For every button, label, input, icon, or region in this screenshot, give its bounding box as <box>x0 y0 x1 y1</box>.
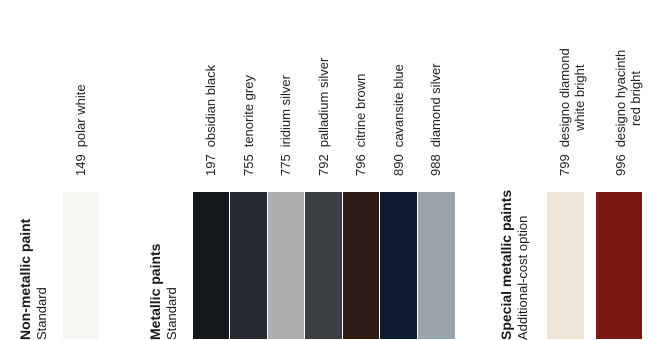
paint-name: tenorite grey <box>241 75 256 148</box>
paint-name-line1: designo hyacinth <box>613 49 628 148</box>
paint-label: 755 tenorite grey <box>241 75 256 176</box>
paint-label: 799 designo diamond white bright <box>557 48 587 176</box>
paint-label: 988 diamond silver <box>428 63 443 176</box>
paint-name: polar white <box>73 84 88 148</box>
paint-label: 792 palladium silver <box>316 58 331 176</box>
swatch-palladium-silver <box>305 192 342 339</box>
swatch-designo-hyacinth-red-bright <box>596 192 642 339</box>
group-title: Special metallic paints <box>498 189 514 340</box>
paint-code: 149 <box>73 154 88 176</box>
paint-label: 775 iridium silver <box>278 75 293 176</box>
paint-name: palladium silver <box>316 57 331 148</box>
swatch-tenorite-grey <box>230 192 267 339</box>
paint-code: 792 <box>316 154 331 176</box>
group-title: Metallic paints <box>147 243 163 340</box>
group-heading-non-metallic: Non-metallic paint Standard <box>17 219 49 340</box>
swatch-cavansite-blue <box>380 192 417 339</box>
paint-label: 890 cavansite blue <box>391 64 406 176</box>
group-heading-special: Special metallic paints Additional-cost … <box>498 190 530 340</box>
swatch-polar-white <box>63 192 99 339</box>
paint-name-line1: designo diamond <box>557 48 572 148</box>
paint-label: 149 polar white <box>73 84 88 176</box>
group-subtitle: Standard <box>34 287 49 340</box>
paint-name: iridium silver <box>278 75 293 148</box>
group-title: Non-metallic paint <box>17 218 33 340</box>
group-heading-metallic: Metallic paints Standard <box>147 244 179 340</box>
paint-name: obsidian black <box>203 64 218 148</box>
paint-name-line2: red bright <box>628 71 643 126</box>
paint-code: 988 <box>428 154 443 176</box>
swatch-citrine-brown <box>343 192 379 339</box>
paint-label: 197 obsidian black <box>203 65 218 176</box>
swatch-obsidian-black <box>193 192 229 339</box>
paint-name: diamond silver <box>428 63 443 148</box>
paint-label: 796 citrine brown <box>353 74 368 176</box>
paint-code: 197 <box>203 154 218 176</box>
paint-label: 996 designo hyacinth red bright <box>613 50 643 176</box>
group-subtitle: Standard <box>164 287 179 340</box>
group-subtitle: Additional-cost option <box>515 215 530 340</box>
paint-name-line2: white bright <box>572 64 587 132</box>
paint-name: citrine brown <box>353 73 368 148</box>
paint-code: 799 <box>557 154 572 176</box>
paint-name: cavansite blue <box>391 64 406 148</box>
paint-code: 796 <box>353 154 368 176</box>
paint-code: 755 <box>241 154 256 176</box>
paint-code: 775 <box>278 154 293 176</box>
swatch-designo-diamond-white-bright <box>547 192 584 339</box>
paint-code: 996 <box>613 154 628 176</box>
paint-code: 890 <box>391 154 406 176</box>
swatch-iridium-silver <box>268 192 304 339</box>
swatch-diamond-silver <box>418 192 455 339</box>
